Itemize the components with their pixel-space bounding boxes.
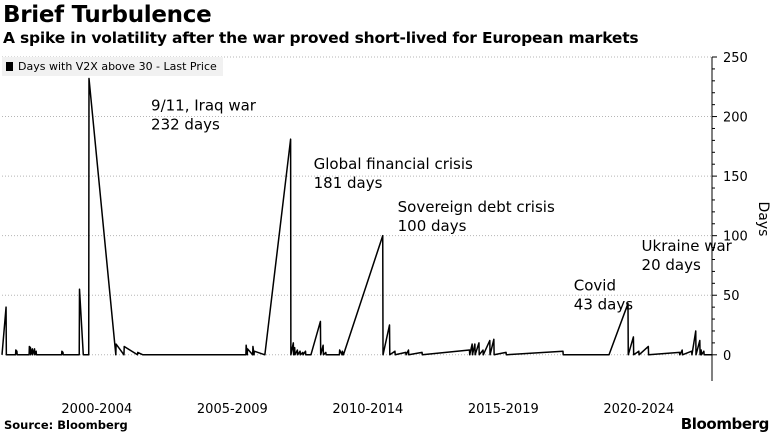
chart-title: Brief Turbulence bbox=[3, 2, 212, 28]
x-tick-label-2: 2010-2014 bbox=[332, 402, 403, 417]
source-note: Source: Bloomberg bbox=[4, 418, 128, 432]
y-tick-label-200: 200 bbox=[723, 111, 748, 126]
annotation-line: Covid bbox=[574, 276, 616, 294]
annotation-line: 232 days bbox=[151, 116, 220, 134]
annotation-line: 181 days bbox=[314, 174, 383, 192]
y-tick-label-50: 50 bbox=[723, 289, 740, 304]
annotation-3: Covid 43 days bbox=[574, 276, 633, 313]
series-line-0 bbox=[1, 77, 712, 356]
x-axis-labels: 2000-2004 2005-2009 2010-2014 2015-2019 2020… bbox=[61, 402, 674, 417]
annotations: 9/11, Iraq war 232 days Global financial c… bbox=[151, 97, 733, 314]
annotation-line: Sovereign debt crisis bbox=[398, 198, 555, 216]
chart-subtitle: A spike in volatility after the war prov… bbox=[3, 29, 639, 47]
annotation-0: 9/11, Iraq war 232 days bbox=[151, 97, 257, 134]
y-tick-label-0: 0 bbox=[723, 349, 731, 364]
x-tick-label-0: 2000-2004 bbox=[61, 402, 132, 417]
x-tick-label-3: 2015-2019 bbox=[468, 402, 539, 417]
series-layer bbox=[1, 77, 712, 356]
x-tick-label-1: 2005-2009 bbox=[197, 402, 268, 417]
annotation-line: Ukraine war bbox=[642, 237, 733, 255]
legend-label: Days with V2X above 30 - Last Price bbox=[18, 60, 217, 73]
y-tick-label-100: 100 bbox=[723, 230, 748, 245]
annotation-line: 9/11, Iraq war bbox=[151, 97, 257, 115]
annotation-line: 43 days bbox=[574, 295, 633, 313]
annotation-4: Ukraine war 20 days bbox=[642, 237, 733, 274]
y-axis: 0 50 100 150 200 250 Days bbox=[711, 51, 771, 381]
x-tick-label-4: 2020-2024 bbox=[603, 402, 674, 417]
bloomberg-logo: Bloomberg bbox=[680, 415, 770, 433]
annotation-line: Global financial crisis bbox=[314, 155, 473, 173]
y-tick-label-250: 250 bbox=[723, 51, 748, 66]
annotation-2: Sovereign debt crisis 100 days bbox=[398, 198, 555, 235]
legend-swatch bbox=[6, 62, 13, 71]
y-axis-title: Days bbox=[755, 202, 771, 237]
annotation-line: 100 days bbox=[398, 217, 467, 235]
y-tick-label-150: 150 bbox=[723, 170, 748, 185]
annotation-line: 20 days bbox=[642, 256, 701, 274]
annotation-1: Global financial crisis 181 days bbox=[314, 155, 473, 192]
legend: Days with V2X above 30 - Last Price bbox=[2, 57, 223, 76]
